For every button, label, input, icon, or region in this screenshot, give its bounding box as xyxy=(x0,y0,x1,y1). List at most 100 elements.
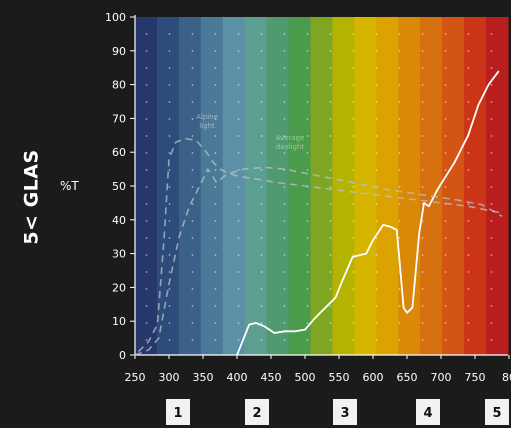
grid-dot xyxy=(421,271,424,273)
grid-dot xyxy=(237,67,240,69)
grid-dot xyxy=(352,186,355,188)
grid-dot xyxy=(467,237,470,239)
grid-dot xyxy=(145,322,148,324)
grid-dot xyxy=(145,118,148,120)
grid-dot xyxy=(398,203,401,205)
grid-dot xyxy=(352,271,355,273)
grid-dot xyxy=(490,339,493,341)
grid-dot xyxy=(145,288,148,290)
grid-dot xyxy=(490,220,493,222)
grid-dot xyxy=(352,237,355,239)
grid-dot xyxy=(329,67,332,69)
grid-dot xyxy=(168,254,171,256)
grid-dot xyxy=(237,118,240,120)
grid-dot xyxy=(168,152,171,154)
grid-dot xyxy=(375,33,378,35)
grid-dot xyxy=(444,271,447,273)
zone-markers: 1 2 3 4 5 xyxy=(166,399,509,425)
grid-dot xyxy=(283,135,286,137)
grid-dot xyxy=(352,305,355,307)
grid-dot xyxy=(260,339,263,341)
spectrum-band xyxy=(442,17,465,355)
grid-dot xyxy=(375,322,378,324)
grid-dot xyxy=(260,271,263,273)
grid-dot xyxy=(490,186,493,188)
y-tick-label: 60 xyxy=(112,146,126,159)
grid-dot xyxy=(352,288,355,290)
grid-dot xyxy=(145,237,148,239)
grid-dot xyxy=(375,67,378,69)
grid-dot xyxy=(444,305,447,307)
grid-dot xyxy=(352,339,355,341)
grid-dot xyxy=(191,84,194,86)
grid-dot xyxy=(444,186,447,188)
grid-dot xyxy=(191,135,194,137)
grid-dot xyxy=(329,339,332,341)
grid-dot xyxy=(421,254,424,256)
x-tick-label: 450 xyxy=(261,371,282,384)
zone-box xyxy=(485,399,509,425)
grid-dot xyxy=(168,169,171,171)
grid-dot xyxy=(421,67,424,69)
grid-dot xyxy=(375,50,378,52)
grid-dot xyxy=(283,339,286,341)
grid-dot xyxy=(306,322,309,324)
grid-dot xyxy=(145,101,148,103)
spectrum-band xyxy=(156,17,180,355)
grid-dot xyxy=(191,50,194,52)
grid-dot xyxy=(237,186,240,188)
grid-dot xyxy=(421,84,424,86)
grid-dot xyxy=(283,288,286,290)
grid-dot xyxy=(191,118,194,120)
grid-dot xyxy=(191,169,194,171)
grid-dot xyxy=(398,322,401,324)
grid-dot xyxy=(444,288,447,290)
grid-dot xyxy=(444,237,447,239)
grid-dot xyxy=(191,67,194,69)
spectrum-band xyxy=(266,17,290,355)
grid-dot xyxy=(398,118,401,120)
grid-dot xyxy=(398,84,401,86)
grid-dot xyxy=(398,135,401,137)
grid-dot xyxy=(237,305,240,307)
grid-dot xyxy=(260,101,263,103)
x-tick-label: 250 xyxy=(125,371,146,384)
x-tick-label: 600 xyxy=(363,371,384,384)
grid-dot xyxy=(398,169,401,171)
spectrum-band xyxy=(464,17,487,355)
grid-dot xyxy=(145,271,148,273)
grid-dot xyxy=(214,254,217,256)
grid-dot xyxy=(145,169,148,171)
grid-dot xyxy=(352,118,355,120)
x-tick-label: 300 xyxy=(159,371,180,384)
y-tick-label: 0 xyxy=(119,349,126,362)
zone-label: 2 xyxy=(252,406,261,421)
spectrum-band xyxy=(486,17,509,355)
grid-dot xyxy=(329,84,332,86)
grid-dot xyxy=(145,305,148,307)
grid-dot xyxy=(306,50,309,52)
grid-dot xyxy=(421,50,424,52)
grid-dot xyxy=(214,84,217,86)
grid-dot xyxy=(398,339,401,341)
spectrum-band xyxy=(222,17,246,355)
zone-box xyxy=(166,399,190,425)
grid-dot xyxy=(260,152,263,154)
grid-dot xyxy=(168,322,171,324)
grid-dot xyxy=(283,271,286,273)
grid-dot xyxy=(444,254,447,256)
grid-dot xyxy=(214,152,217,154)
grid-dot xyxy=(375,288,378,290)
grid-dot xyxy=(283,203,286,205)
grid-dot xyxy=(306,33,309,35)
grid-dot xyxy=(237,84,240,86)
grid-dot xyxy=(467,33,470,35)
x-tick-label: 700 xyxy=(431,371,452,384)
grid-dot xyxy=(329,305,332,307)
y-tick-label: 100 xyxy=(105,11,126,24)
grid-dot xyxy=(352,169,355,171)
grid-dot xyxy=(145,33,148,35)
grid-dot xyxy=(260,135,263,137)
grid-dot xyxy=(283,152,286,154)
